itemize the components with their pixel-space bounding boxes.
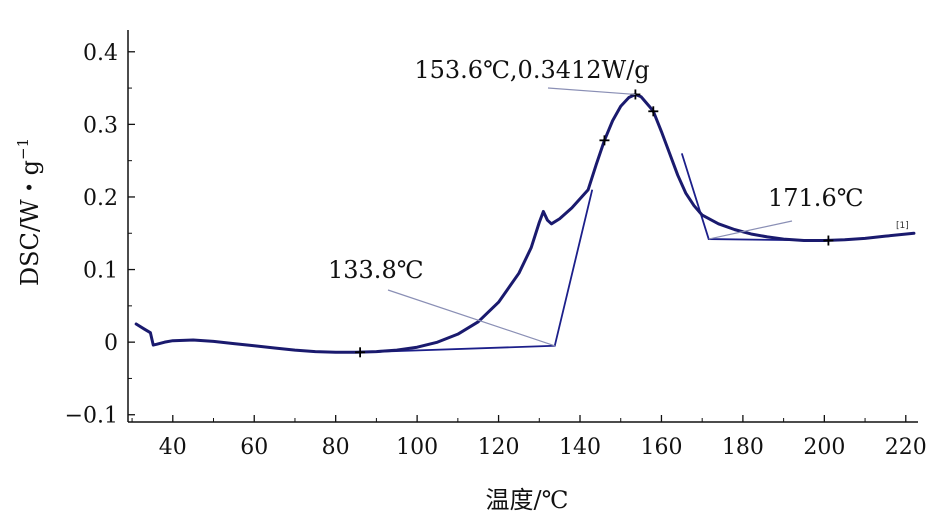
x-ticks: 40 60 80 100 120 140 160 180 200 220 <box>131 415 927 460</box>
x-tick-label: 200 <box>803 435 845 460</box>
y-axis-title: DSC/W・g <box>16 160 44 286</box>
x-tick-label: 220 <box>885 435 927 460</box>
onset-annotation: 133.8℃ <box>328 256 424 284</box>
y-tick-label: 0.3 <box>83 113 118 138</box>
curve-end-label: [1] <box>896 221 909 231</box>
peak-annotation: 153.6℃,0.3412W/g <box>414 56 649 84</box>
y-tick-label: 0.2 <box>83 186 118 211</box>
series-group <box>134 92 916 354</box>
y-tick-label: 0 <box>104 331 118 356</box>
y-ticks: −0.1 0 0.1 0.2 0.3 0.4 <box>65 41 135 429</box>
dsc-curve <box>134 92 916 354</box>
x-tick-label: 40 <box>159 435 187 460</box>
endset-annotation: 171.6℃ <box>768 184 864 212</box>
y-tick-label: 0.1 <box>83 259 118 284</box>
y-tick-label: 0.4 <box>83 41 118 66</box>
x-tick-label: 160 <box>640 435 682 460</box>
x-tick-label: 120 <box>478 435 520 460</box>
x-tick-label: 180 <box>722 435 764 460</box>
x-tick-label: 140 <box>559 435 601 460</box>
annotation-group: 153.6℃,0.3412W/g 133.8℃ 171.6℃ [1] <box>328 56 909 347</box>
onset-leader-line <box>387 289 555 347</box>
y-tick-label: −0.1 <box>65 404 118 429</box>
x-tick-label: 80 <box>322 435 350 460</box>
x-tick-label: 100 <box>396 435 438 460</box>
x-axis-title: 温度/℃ <box>486 486 569 514</box>
axes <box>127 30 918 423</box>
x-tick-label: 60 <box>240 435 268 460</box>
baseline-constructions <box>360 153 825 354</box>
peak-leader-line <box>547 87 636 96</box>
y-axis-title-superscript: −1 <box>14 138 32 160</box>
svg-text:DSC/W・g−1: DSC/W・g−1 <box>14 138 44 286</box>
y-axis-title-group: DSC/W・g−1 <box>14 138 44 286</box>
endset-leader-line <box>708 220 793 240</box>
marker-group <box>355 89 834 358</box>
